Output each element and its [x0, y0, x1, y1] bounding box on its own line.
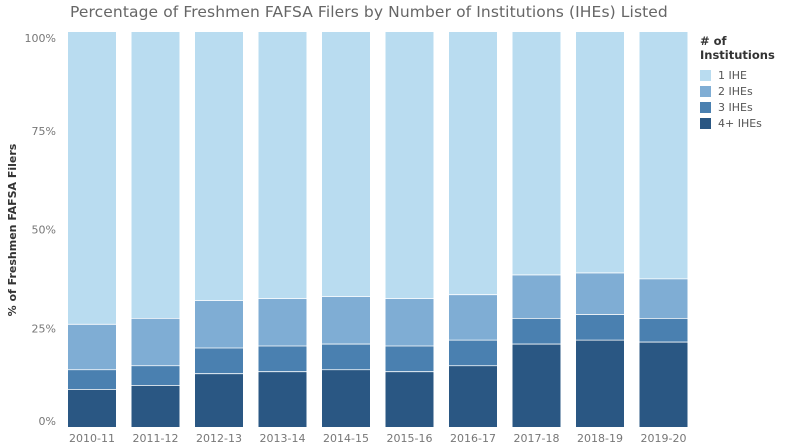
bar-segment-2011-12-2-ihes: [131, 318, 180, 366]
bar-segment-2017-18-2-ihes: [512, 274, 561, 319]
y-axis-label: % of Freshmen FAFSA Filers: [6, 143, 19, 316]
bar-segment-2012-13-4-ihes: [195, 373, 243, 427]
legend-swatch: [700, 101, 711, 113]
legend-item: 3 IHEs: [700, 99, 792, 115]
y-tick-label: 75%: [32, 125, 56, 138]
x-tick-label: 2017-18: [514, 432, 560, 445]
bar-segment-2011-12-3-ihes: [131, 365, 180, 386]
y-tick-label: 25%: [32, 322, 56, 335]
x-tick-label: 2012-13: [196, 432, 242, 445]
bar-segment-2012-13-2-ihes: [195, 300, 243, 348]
x-tick-label: 2016-17: [450, 432, 496, 445]
bar-segment-2013-14-1-ihe: [258, 32, 307, 299]
x-tick-label: 2019-20: [641, 432, 687, 445]
legend-title: # of Institutions: [700, 34, 775, 62]
bar-segment-2011-12-1-ihe: [131, 32, 180, 319]
legend: # of Institutions 1 IHE 2 IHEs 3 IHEs 4+ IH…: [700, 34, 792, 131]
bar-segment-2019-20-4-ihes: [639, 342, 688, 427]
bar-segment-2015-16-3-ihes: [385, 346, 434, 372]
y-tick-label: 50%: [32, 224, 56, 237]
bar-segment-2010-11-1-ihe: [68, 32, 116, 325]
y-axis-ticks: 0% 25% 50% 75% 100%: [25, 32, 56, 428]
bar-segment-2010-11-4-ihes: [68, 389, 116, 427]
bar-segment-2013-14-3-ihes: [258, 346, 307, 372]
x-tick-label: 2013-14: [260, 432, 306, 445]
x-tick-label: 2015-16: [387, 432, 433, 445]
bar-segment-2011-12-4-ihes: [131, 385, 180, 427]
x-tick-label: 2014-15: [323, 432, 369, 445]
bar-segment-2014-15-3-ihes: [322, 344, 370, 370]
legend-item: 2 IHEs: [700, 83, 792, 99]
bar-segment-2015-16-4-ihes: [385, 371, 434, 427]
legend-label: 4+ IHEs: [718, 116, 762, 130]
legend-label: 2 IHEs: [718, 84, 753, 98]
x-axis-ticks: 2010-11 2011-12 2012-13 2013-14 2014-15 2015-…: [69, 432, 686, 445]
bar-segment-2015-16-2-ihes: [385, 298, 434, 347]
legend-swatch: [700, 117, 711, 129]
legend-items: 1 IHE 2 IHEs 3 IHEs 4+ IHEs: [700, 67, 792, 131]
bar-segment-2014-15-4-ihes: [322, 369, 370, 427]
bar-segment-2016-17-2-ihes: [449, 294, 497, 341]
bar-segment-2018-19-1-ihe: [576, 32, 624, 273]
bar-segment-2018-19-4-ihes: [576, 340, 624, 427]
bar-segment-2012-13-1-ihe: [195, 32, 243, 301]
bar-segment-2017-18-4-ihes: [512, 344, 561, 427]
bar-segment-2013-14-2-ihes: [258, 298, 307, 347]
y-tick-label: 0%: [39, 415, 56, 428]
x-tick-label: 2011-12: [133, 432, 179, 445]
legend-swatch: [700, 69, 711, 81]
bar-segment-2014-15-1-ihe: [322, 32, 370, 297]
bar-segment-2010-11-3-ihes: [68, 369, 116, 390]
bar-segment-2018-19-3-ihes: [576, 314, 624, 341]
legend-label: 3 IHEs: [718, 100, 753, 114]
legend-label: 1 IHE: [718, 68, 747, 82]
legend-item: 4+ IHEs: [700, 115, 792, 131]
y-tick-label: 100%: [25, 32, 56, 45]
bar-segment-2012-13-3-ihes: [195, 348, 243, 374]
bar-segment-2019-20-3-ihes: [639, 318, 688, 343]
bar-segment-2013-14-4-ihes: [258, 371, 307, 427]
chart-title: Percentage of Freshmen FAFSA Filers by N…: [70, 3, 668, 21]
bar-segment-2016-17-4-ihes: [449, 365, 497, 427]
x-tick-label: 2018-19: [577, 432, 623, 445]
bar-segment-2017-18-1-ihe: [512, 32, 561, 275]
x-tick-label: 2010-11: [69, 432, 115, 445]
bar-segment-2019-20-2-ihes: [639, 278, 688, 319]
legend-swatch: [700, 85, 711, 97]
bar-segment-2017-18-3-ihes: [512, 318, 561, 345]
bar-segment-2010-11-2-ihes: [68, 324, 116, 370]
bars-group: [68, 32, 688, 427]
bar-segment-2016-17-1-ihe: [449, 32, 497, 295]
legend-item: 1 IHE: [700, 67, 792, 83]
bar-segment-2015-16-1-ihe: [385, 32, 434, 299]
bar-segment-2016-17-3-ihes: [449, 340, 497, 366]
bar-segment-2014-15-2-ihes: [322, 296, 370, 345]
bar-segment-2018-19-2-ihes: [576, 272, 624, 315]
bar-segment-2019-20-1-ihe: [639, 32, 688, 279]
